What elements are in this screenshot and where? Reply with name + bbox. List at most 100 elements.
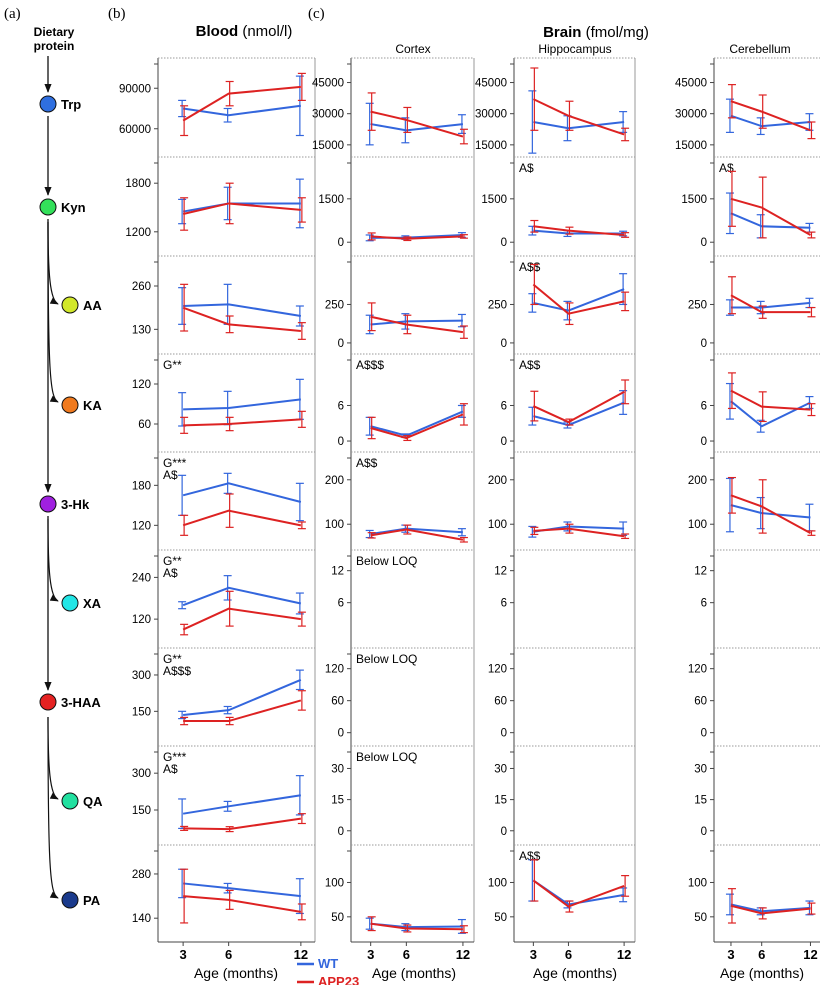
y-tick-label: 0 (501, 237, 507, 249)
y-tick-label: 30000 (312, 109, 344, 121)
y-tick-label: 0 (501, 728, 507, 740)
significance-annotation: A$$$ (356, 358, 384, 372)
y-tick-label: 1800 (125, 178, 151, 190)
y-tick-label: 0 (701, 237, 707, 249)
series-line-app23 (370, 315, 464, 334)
series-line-wt (730, 400, 811, 428)
y-tick-label: 250 (325, 299, 344, 311)
x-tick-label: 6 (758, 947, 765, 962)
x-tick-label: 3 (367, 947, 374, 962)
series-line-wt (370, 319, 463, 326)
series-line-wt (370, 123, 464, 132)
y-tick-label: 250 (688, 299, 707, 311)
series-line-app23 (533, 527, 625, 538)
y-tick-label: 6 (338, 598, 344, 610)
y-tick-label: 30000 (675, 109, 707, 121)
y-tick-label: 50 (331, 912, 344, 924)
cerebellum-header: Cerebellum (729, 42, 790, 56)
y-tick-label: 280 (132, 869, 151, 881)
pathway-node-label: 3-Hk (61, 497, 90, 512)
y-tick-label: 0 (338, 826, 344, 838)
y-tick-label: 6 (501, 598, 507, 610)
pathway-node-pa-icon (61, 891, 79, 909)
significance-annotation: A$$ (519, 849, 541, 863)
y-tick-label: 60 (138, 419, 151, 431)
y-tick-label: 15 (494, 795, 507, 807)
pathway-arrow (47, 221, 59, 403)
significance-annotation: G*** (163, 750, 187, 764)
y-tick-label: 260 (132, 281, 151, 293)
x-axis-label-cerebellum: Age (months) (720, 965, 804, 981)
chart-grid: 3 6 12 3 6 12 3 6 12 3 6 12600009000015000300004500… (119, 57, 820, 962)
series-line-wt (533, 288, 625, 312)
below-loq-label: Below LOQ (356, 554, 417, 568)
y-tick-label: 45000 (475, 78, 507, 90)
series-line-app23 (532, 283, 625, 315)
y-tick-label: 0 (701, 826, 707, 838)
y-tick-label: 60000 (119, 124, 151, 136)
series-line-app23 (182, 607, 302, 631)
pathway-node-label: Trp (61, 97, 81, 112)
significance-annotation: A$$ (519, 358, 541, 372)
pathway-node-ka-icon (61, 396, 79, 414)
legend: WT APP23 (297, 956, 359, 985)
y-tick-label: 120 (688, 664, 707, 676)
y-tick-label: 250 (488, 299, 507, 311)
y-tick-label: 6 (701, 400, 707, 412)
y-tick-label: 120 (132, 520, 151, 532)
y-tick-label: 60 (494, 696, 507, 708)
y-tick-label: 12 (494, 566, 507, 578)
significance-annotation: A$ (519, 161, 534, 175)
pathway-node-label: PA (83, 893, 101, 908)
y-tick-label: 0 (501, 436, 507, 448)
x-tick-label: 3 (727, 947, 734, 962)
panel-label-c: (c) (308, 6, 325, 22)
pathway-node-label: XA (83, 596, 102, 611)
pathway-node-kyn-icon (39, 198, 57, 216)
y-tick-label: 0 (701, 338, 707, 350)
series-line-app23 (730, 197, 811, 236)
y-tick-label: 6 (501, 400, 507, 412)
series-line-wt (183, 678, 302, 716)
y-tick-label: 30 (331, 763, 344, 775)
pathway-diagram: Trp Kyn AA KA 3-Hk XA 3-HAA QA PA (39, 56, 103, 909)
y-tick-label: 0 (501, 826, 507, 838)
series-line-app23 (183, 418, 301, 427)
below-loq-label: Below LOQ (356, 652, 417, 666)
y-tick-label: 12 (331, 566, 344, 578)
panel-label-b: (b) (108, 6, 126, 22)
y-tick-label: 45000 (675, 78, 707, 90)
y-tick-label: 100 (688, 877, 707, 889)
pathway-node-label: Kyn (61, 200, 86, 215)
y-tick-label: 200 (488, 475, 507, 487)
y-tick-label: 90000 (119, 83, 151, 95)
y-tick-label: 100 (325, 519, 344, 531)
series-line-wt (532, 879, 625, 906)
y-tick-label: 120 (488, 664, 507, 676)
y-tick-label: 15000 (312, 140, 344, 152)
pathway-arrow (47, 716, 59, 899)
x-tick-label: 12 (294, 947, 308, 962)
legend-app23-label: APP23 (318, 974, 359, 985)
series-line-wt (182, 586, 302, 607)
y-tick-label: 0 (701, 728, 707, 740)
y-tick-label: 0 (701, 436, 707, 448)
y-tick-label: 1500 (481, 194, 507, 206)
x-tick-label: 12 (803, 947, 817, 962)
y-tick-label: 120 (325, 664, 344, 676)
y-tick-label: 200 (688, 475, 707, 487)
y-tick-label: 15000 (675, 140, 707, 152)
y-tick-label: 120 (132, 614, 151, 626)
y-tick-label: 60 (331, 696, 344, 708)
series-line-wt (533, 121, 625, 130)
series-line-app23 (182, 85, 301, 122)
pathway-arrow (47, 221, 59, 305)
y-tick-label: 240 (132, 572, 151, 584)
y-tick-label: 1200 (125, 227, 151, 239)
x-axis-label-blood: Age (months) (194, 965, 278, 981)
cortex-header: Cortex (395, 42, 430, 56)
x-tick-label: 3 (180, 947, 187, 962)
x-axis-label-hippocampus: Age (months) (533, 965, 617, 981)
y-tick-label: 0 (338, 237, 344, 249)
series-line-app23 (182, 306, 301, 332)
